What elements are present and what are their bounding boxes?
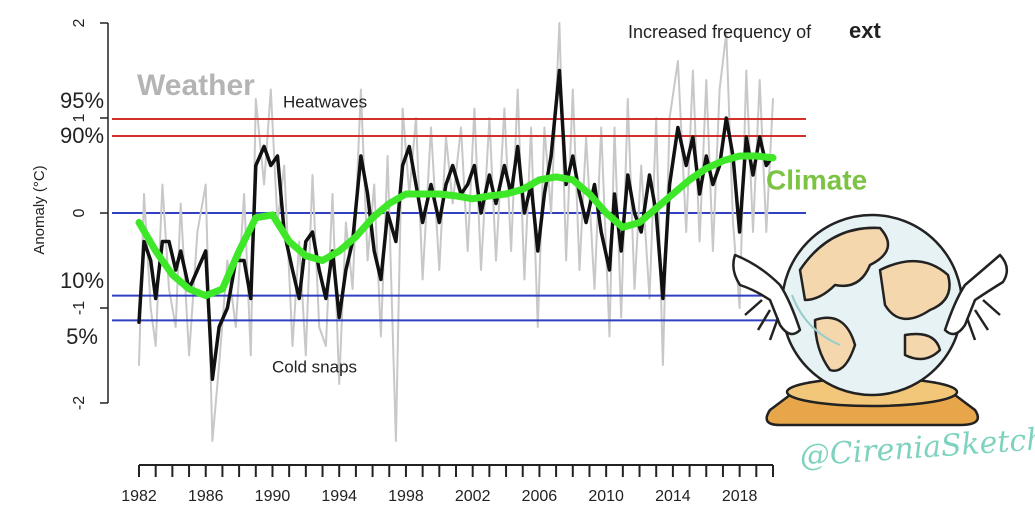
headline: Increased frequency of [628, 22, 812, 42]
credit: @CireniaSketches [799, 420, 1035, 474]
x-tick-label: 2002 [455, 488, 491, 505]
climate-label: Climate [766, 164, 867, 195]
y-tick-label: 2 [71, 18, 88, 27]
x-tick-label: 1986 [188, 488, 224, 505]
x-tick-label: 2010 [588, 488, 624, 505]
y-axis-label: Anomaly (°C) [31, 165, 48, 254]
weather-label: Weather [137, 69, 255, 102]
x-tick-label: 1998 [388, 488, 424, 505]
y-tick-label: 0 [71, 208, 88, 217]
threshold-label: 95% [60, 88, 104, 113]
chart: Anomaly (°C) -2 -1 0 1 2 1982 1986 1990 1994 1998… [0, 0, 1035, 508]
x-tick-label: 1982 [121, 488, 157, 505]
x-tick-label: 2014 [655, 488, 691, 505]
threshold-label: 10% [60, 268, 104, 293]
heatwaves-label: Heatwaves [283, 92, 367, 111]
y-tick-label: 1 [71, 113, 88, 122]
headline-bold: ext [849, 18, 881, 43]
x-tick-label: 2006 [522, 488, 558, 505]
x-tick-label: 1994 [321, 488, 357, 505]
threshold-label: 5% [66, 324, 98, 349]
threshold-label: 90% [60, 123, 104, 148]
x-tick-label: 2018 [722, 488, 758, 505]
y-tick-label: -2 [71, 396, 88, 410]
smoothed-line [139, 71, 773, 380]
y-tick-label: -1 [71, 301, 88, 315]
cold-snaps-label: Cold snaps [272, 357, 357, 376]
x-tick-label: 1990 [255, 488, 291, 505]
